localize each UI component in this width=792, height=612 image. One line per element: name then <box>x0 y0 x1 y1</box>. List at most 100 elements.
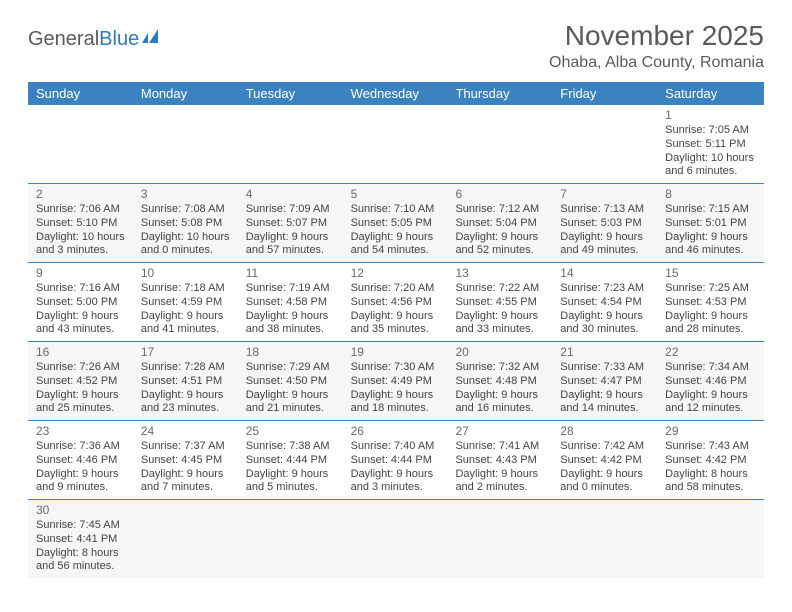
day-number: 7 <box>560 187 653 202</box>
cell-line: Sunrise: 7:19 AM <box>246 282 339 296</box>
cell-line: Sunrise: 7:13 AM <box>560 203 653 217</box>
day-header: Saturday <box>659 82 764 105</box>
calendar-cell: 4Sunrise: 7:09 AMSunset: 5:07 PMDaylight… <box>240 184 345 262</box>
cell-line: Daylight: 9 hours <box>665 310 758 324</box>
cell-line: and 25 minutes. <box>36 402 129 416</box>
brand-general: General <box>28 28 99 51</box>
cell-line: Sunrise: 7:36 AM <box>36 440 129 454</box>
cell-line: Sunset: 5:00 PM <box>36 296 129 310</box>
cell-line: Daylight: 9 hours <box>246 310 339 324</box>
cell-line: Daylight: 8 hours <box>665 468 758 482</box>
calendar-cell <box>449 105 554 183</box>
cell-line: and 38 minutes. <box>246 323 339 337</box>
cell-line: and 5 minutes. <box>246 481 339 495</box>
cell-line: Sunrise: 7:06 AM <box>36 203 129 217</box>
day-number: 12 <box>351 266 444 281</box>
cell-line: and 21 minutes. <box>246 402 339 416</box>
calendar-cell: 22Sunrise: 7:34 AMSunset: 4:46 PMDayligh… <box>659 342 764 420</box>
cell-line: and 52 minutes. <box>455 244 548 258</box>
calendar-cell <box>659 500 764 578</box>
cell-line: Daylight: 9 hours <box>36 310 129 324</box>
cell-line: and 7 minutes. <box>141 481 234 495</box>
cell-line: and 12 minutes. <box>665 402 758 416</box>
calendar-cell <box>240 105 345 183</box>
calendar-cell: 12Sunrise: 7:20 AMSunset: 4:56 PMDayligh… <box>345 263 450 341</box>
cell-line: and 46 minutes. <box>665 244 758 258</box>
day-number: 13 <box>455 266 548 281</box>
cell-line: Daylight: 9 hours <box>351 468 444 482</box>
cell-line: and 30 minutes. <box>560 323 653 337</box>
calendar-cell: 17Sunrise: 7:28 AMSunset: 4:51 PMDayligh… <box>135 342 240 420</box>
location: Ohaba, Alba County, Romania <box>549 54 764 72</box>
cell-line: and 35 minutes. <box>351 323 444 337</box>
calendar-row: 23Sunrise: 7:36 AMSunset: 4:46 PMDayligh… <box>28 421 764 500</box>
title-block: November 2025 Ohaba, Alba County, Romani… <box>549 20 764 72</box>
day-number: 25 <box>246 424 339 439</box>
day-number: 17 <box>141 345 234 360</box>
cell-line: and 6 minutes. <box>665 165 758 179</box>
calendar-cell: 1Sunrise: 7:05 AMSunset: 5:11 PMDaylight… <box>659 105 764 183</box>
calendar-cell: 26Sunrise: 7:40 AMSunset: 4:44 PMDayligh… <box>345 421 450 499</box>
cell-line: Sunset: 5:08 PM <box>141 217 234 231</box>
day-number: 16 <box>36 345 129 360</box>
cell-line: Sunset: 4:54 PM <box>560 296 653 310</box>
cell-line: Daylight: 9 hours <box>141 389 234 403</box>
calendar-cell: 7Sunrise: 7:13 AMSunset: 5:03 PMDaylight… <box>554 184 659 262</box>
cell-line: Sunrise: 7:37 AM <box>141 440 234 454</box>
cell-line: Daylight: 10 hours <box>665 152 758 166</box>
cell-line: Sunrise: 7:33 AM <box>560 361 653 375</box>
cell-line: Daylight: 9 hours <box>351 310 444 324</box>
cell-line: Sunset: 5:07 PM <box>246 217 339 231</box>
day-number: 28 <box>560 424 653 439</box>
calendar-header: Sunday Monday Tuesday Wednesday Thursday… <box>28 82 764 105</box>
cell-line: Daylight: 9 hours <box>246 468 339 482</box>
day-header: Friday <box>554 82 659 105</box>
calendar-row: 1Sunrise: 7:05 AMSunset: 5:11 PMDaylight… <box>28 105 764 184</box>
calendar-row: 30Sunrise: 7:45 AMSunset: 4:41 PMDayligh… <box>28 500 764 578</box>
cell-line: Sunset: 4:49 PM <box>351 375 444 389</box>
cell-line: Sunrise: 7:41 AM <box>455 440 548 454</box>
cell-line: Sunset: 5:03 PM <box>560 217 653 231</box>
calendar-cell <box>449 500 554 578</box>
cell-line: Sunrise: 7:34 AM <box>665 361 758 375</box>
cell-line: Sunrise: 7:43 AM <box>665 440 758 454</box>
cell-line: Sunrise: 7:25 AM <box>665 282 758 296</box>
calendar-cell: 8Sunrise: 7:15 AMSunset: 5:01 PMDaylight… <box>659 184 764 262</box>
calendar-cell: 21Sunrise: 7:33 AMSunset: 4:47 PMDayligh… <box>554 342 659 420</box>
cell-line: Sunset: 4:51 PM <box>141 375 234 389</box>
calendar-cell <box>554 500 659 578</box>
cell-line: and 3 minutes. <box>351 481 444 495</box>
cell-line: Daylight: 8 hours <box>36 547 129 561</box>
cell-line: Daylight: 9 hours <box>351 231 444 245</box>
day-number: 30 <box>36 503 129 518</box>
day-number: 21 <box>560 345 653 360</box>
cell-line: and 0 minutes. <box>141 244 234 258</box>
cell-line: and 14 minutes. <box>560 402 653 416</box>
cell-line: Sunrise: 7:32 AM <box>455 361 548 375</box>
calendar-cell: 29Sunrise: 7:43 AMSunset: 4:42 PMDayligh… <box>659 421 764 499</box>
day-number: 22 <box>665 345 758 360</box>
cell-line: Sunrise: 7:10 AM <box>351 203 444 217</box>
cell-line: Sunset: 4:42 PM <box>665 454 758 468</box>
cell-line: Daylight: 9 hours <box>560 389 653 403</box>
cell-line: Sunrise: 7:26 AM <box>36 361 129 375</box>
cell-line: Daylight: 9 hours <box>141 468 234 482</box>
cell-line: and 23 minutes. <box>141 402 234 416</box>
cell-line: Daylight: 9 hours <box>560 310 653 324</box>
cell-line: Daylight: 9 hours <box>665 231 758 245</box>
calendar-row: 9Sunrise: 7:16 AMSunset: 5:00 PMDaylight… <box>28 263 764 342</box>
cell-line: Sunrise: 7:23 AM <box>560 282 653 296</box>
cell-line: Sunset: 4:58 PM <box>246 296 339 310</box>
cell-line: Sunrise: 7:29 AM <box>246 361 339 375</box>
day-number: 15 <box>665 266 758 281</box>
calendar-cell: 14Sunrise: 7:23 AMSunset: 4:54 PMDayligh… <box>554 263 659 341</box>
calendar-cell: 2Sunrise: 7:06 AMSunset: 5:10 PMDaylight… <box>28 184 135 262</box>
day-number: 5 <box>351 187 444 202</box>
cell-line: and 2 minutes. <box>455 481 548 495</box>
day-number: 9 <box>36 266 129 281</box>
cell-line: Sunrise: 7:40 AM <box>351 440 444 454</box>
calendar-cell <box>135 105 240 183</box>
calendar-cell <box>28 105 135 183</box>
calendar-cell <box>135 500 240 578</box>
cell-line: Sunset: 4:44 PM <box>246 454 339 468</box>
